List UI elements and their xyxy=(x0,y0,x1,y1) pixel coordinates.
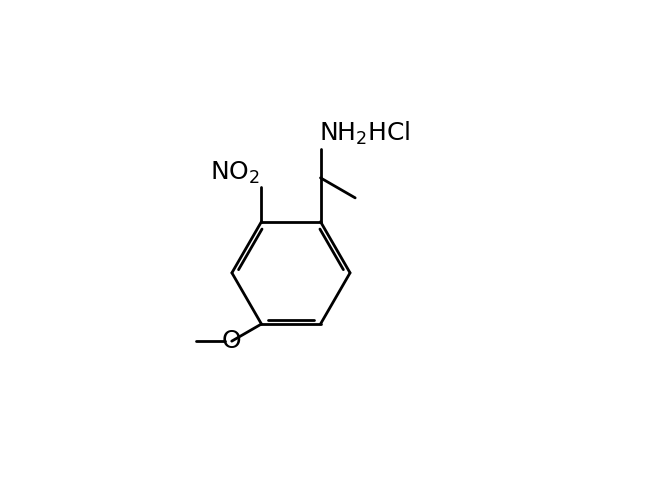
Text: NH$_2$HCl: NH$_2$HCl xyxy=(319,120,410,148)
Text: NO$_2$: NO$_2$ xyxy=(210,160,260,186)
Text: O: O xyxy=(222,329,242,353)
